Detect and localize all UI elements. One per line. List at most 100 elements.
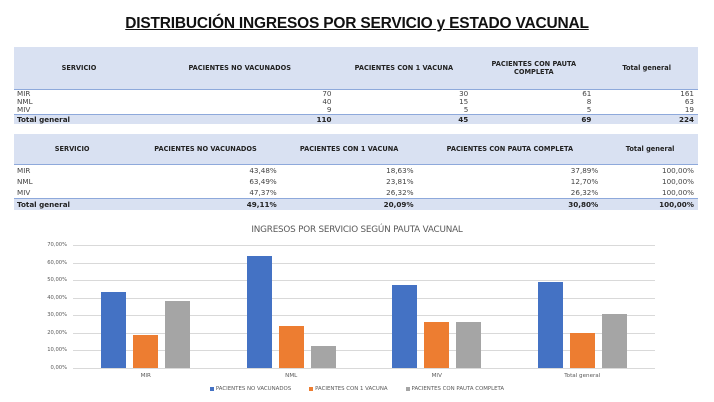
counts-table: SERVICIO PACIENTES NO VACUNADOS PACIENTE…	[14, 47, 698, 124]
row-label: MIV	[17, 105, 31, 114]
bar	[246, 256, 272, 368]
x-tick-label: NML	[285, 373, 298, 379]
cell: 18,63%	[386, 166, 414, 175]
gridline	[73, 245, 655, 246]
bar	[569, 332, 595, 368]
cell: 9	[326, 105, 332, 114]
gridline	[73, 262, 655, 264]
cell: 30	[459, 89, 469, 98]
total-row: Total general 49,11% 20,09% 30,80% 100,0…	[14, 198, 698, 210]
page-title: DISTRIBUCIÓN INGRESOS POR SERVICIO y EST…	[125, 15, 589, 32]
cell: 5	[586, 105, 592, 114]
gridline	[73, 332, 655, 334]
table-header-row: SERVICIO PACIENTES NO VACUNADOS PACIENTE…	[14, 134, 698, 165]
column-header: PACIENTES CON PAUTA COMPLETA	[417, 134, 603, 165]
chart-legend: PACIENTES NO VACUNADOS PACIENTES CON 1 VA…	[0, 386, 714, 392]
cell: 26,32%	[386, 188, 414, 197]
row-label: MIR	[17, 89, 31, 98]
legend-item: PACIENTES NO VACUNADOS	[209, 386, 292, 392]
y-tick-label: 30,00%	[47, 312, 67, 319]
bar	[601, 313, 627, 368]
row-label: MIV	[17, 188, 31, 197]
legend-label: PACIENTES NO VACUNADOS	[215, 386, 292, 392]
column-header: PACIENTES CON 1 VACUNA	[335, 47, 473, 90]
x-tick-label: MIV	[431, 373, 442, 379]
legend-label: PACIENTES CON PAUTA COMPLETA	[411, 386, 505, 392]
row-label: Total general	[14, 198, 131, 210]
cell: 61	[582, 89, 592, 98]
cell: 20,09%	[280, 198, 418, 210]
column-header: SERVICIO	[14, 134, 131, 165]
bar	[424, 321, 450, 368]
bar-chart: INGRESOS POR SERVICIO SEGÚN PAUTA VACUNA…	[0, 218, 714, 402]
cell: 12,70%	[570, 177, 599, 186]
cell: 161	[680, 89, 694, 98]
column-header: PACIENTES CON PAUTA COMPLETA	[472, 47, 596, 90]
gridline	[73, 280, 655, 282]
y-tick-label: 10,00%	[47, 347, 67, 354]
y-tick-label: 50,00%	[47, 277, 67, 284]
column-header: PACIENTES NO VACUNADOS	[143, 47, 336, 90]
row-label: Total general	[14, 114, 144, 124]
column-header: PACIENTES CON 1 VACUNA	[280, 134, 418, 165]
cell: 100,00%	[662, 177, 694, 186]
cell: 49,11%	[130, 198, 281, 210]
table-row: MIV 9 5 5 19	[14, 106, 698, 115]
table-row: MIR 70 30 61 161	[14, 90, 698, 99]
row-label: NML	[17, 97, 33, 106]
column-header: Total general	[595, 47, 698, 90]
x-tick-label: MIR	[140, 373, 151, 379]
table-header-row: SERVICIO PACIENTES NO VACUNADOS PACIENTE…	[14, 47, 698, 90]
bar	[101, 291, 127, 368]
cell: 100,00%	[662, 188, 694, 197]
cell: 23,81%	[386, 177, 414, 186]
total-row: Total general 110 45 69 224	[14, 114, 698, 124]
cell: 15	[459, 97, 469, 106]
cell: 110	[143, 114, 336, 124]
bar	[133, 335, 159, 368]
table-row: NML 63,49% 23,81% 12,70% 100,00%	[14, 176, 698, 187]
cell: 37,89%	[570, 166, 599, 175]
table-row: MIR 43,48% 18,63% 37,89% 100,00%	[14, 165, 698, 177]
cell: 45	[335, 114, 473, 124]
gridline	[73, 297, 655, 299]
cell: 47,37%	[249, 188, 277, 197]
cell: 63,49%	[249, 177, 277, 186]
y-tick-label: 40,00%	[47, 294, 67, 301]
row-label: NML	[17, 177, 33, 186]
y-tick-label: 0,00%	[50, 365, 67, 371]
percent-table: SERVICIO PACIENTES NO VACUNADOS PACIENTE…	[14, 134, 698, 210]
gridline	[73, 368, 655, 369]
legend-swatch-icon	[309, 387, 314, 391]
cell: 63	[684, 97, 694, 106]
column-header: SERVICIO	[14, 47, 144, 90]
x-tick-label: Total general	[564, 373, 601, 379]
row-label: MIR	[17, 166, 31, 175]
bar	[456, 321, 482, 368]
gridline	[73, 315, 655, 317]
chart-title: INGRESOS POR SERVICIO SEGÚN PAUTA VACUNA…	[251, 225, 463, 235]
bar	[165, 301, 191, 368]
cell: 100,00%	[662, 166, 694, 175]
cell: 70	[322, 89, 332, 98]
cell: 69	[472, 114, 596, 124]
legend-swatch-icon	[405, 387, 410, 391]
table-row: MIV 47,37% 26,32% 26,32% 100,00%	[14, 187, 698, 199]
legend-label: PACIENTES CON 1 VACUNA	[315, 386, 388, 392]
cell: 40	[322, 97, 332, 106]
column-header: Total general	[602, 134, 698, 165]
cell: 100,00%	[602, 198, 698, 210]
gridline	[73, 350, 655, 352]
legend-item: PACIENTES CON PAUTA COMPLETA	[405, 386, 505, 392]
cell: 30,80%	[417, 198, 603, 210]
legend-swatch-icon	[209, 387, 214, 391]
cell: 5	[463, 105, 469, 114]
cell: 43,48%	[249, 166, 277, 175]
cell: 26,32%	[570, 188, 599, 197]
bar	[278, 326, 304, 368]
column-header: PACIENTES NO VACUNADOS	[130, 134, 281, 165]
cell: 224	[595, 114, 698, 124]
y-tick-label: 70,00%	[47, 242, 67, 248]
bar	[392, 284, 418, 368]
bar	[537, 281, 563, 368]
